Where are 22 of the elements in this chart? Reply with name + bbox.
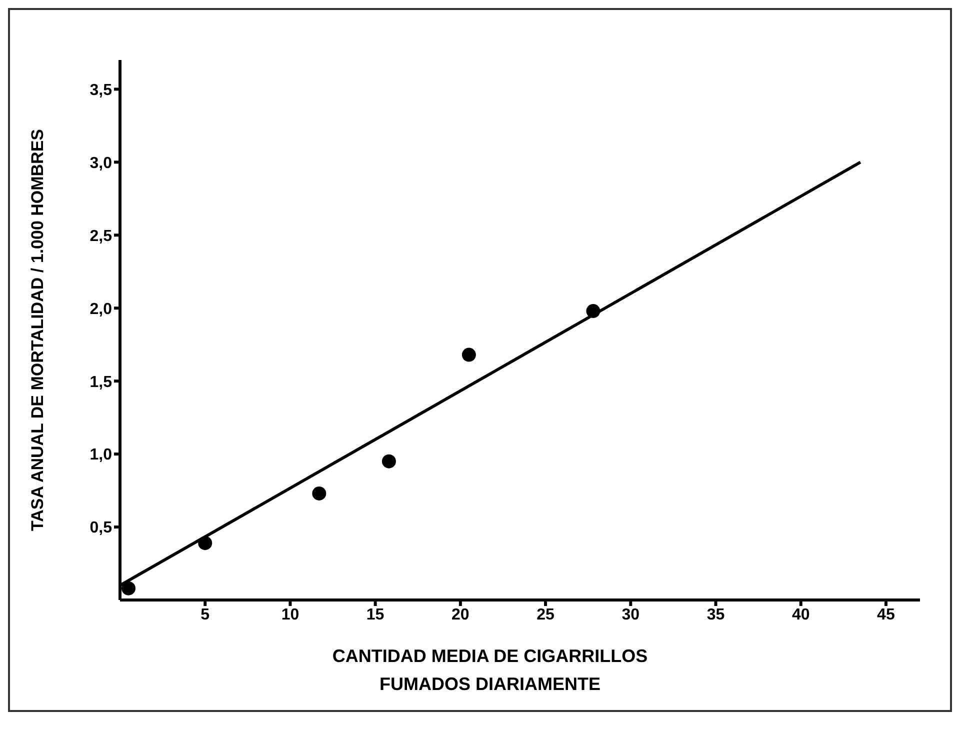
y-tick-label: 0,5 bbox=[90, 520, 112, 537]
y-tick-label: 2,0 bbox=[90, 300, 112, 318]
y-tick-label: 3,0 bbox=[90, 154, 112, 172]
y-tick-label: 3,5 bbox=[90, 82, 112, 99]
x-axis-title: CANTIDAD MEDIA DE CIGARRILLOS FUMADOS DIARIAMENTE bbox=[331, 645, 649, 696]
x-tick-label: 15 bbox=[366, 606, 384, 624]
y-tick-label: 1,0 bbox=[90, 446, 112, 464]
point bbox=[122, 581, 136, 596]
x-tick-label: 30 bbox=[622, 606, 640, 624]
y-tick-label: 2,5 bbox=[90, 228, 112, 245]
x-tick-label: 35 bbox=[706, 606, 725, 624]
point bbox=[312, 486, 326, 500]
x-tick-label: 20 bbox=[452, 606, 470, 624]
y-axis-title: TASA ANUAL DE MORTALIDAD / 1.000 HOMBRES bbox=[28, 128, 48, 532]
y-tick-label: 1,5 bbox=[90, 374, 112, 391]
x-tick-label: 10 bbox=[281, 606, 300, 624]
x-tick-label: 45 bbox=[877, 606, 895, 624]
x-tick-label: 40 bbox=[792, 606, 810, 624]
x-tick-label: 5 bbox=[200, 606, 210, 624]
x-tick-label: 25 bbox=[536, 606, 555, 624]
point bbox=[382, 454, 396, 468]
point bbox=[462, 348, 476, 362]
